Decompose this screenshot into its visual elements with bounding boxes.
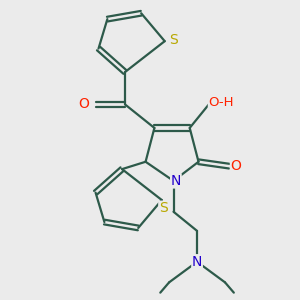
Text: O-H: O-H [208,96,234,110]
Text: N: N [171,174,181,188]
Text: O: O [78,98,89,111]
Text: N: N [192,255,202,269]
Text: O: O [230,159,241,173]
Text: S: S [159,201,168,215]
Text: S: S [169,33,178,47]
